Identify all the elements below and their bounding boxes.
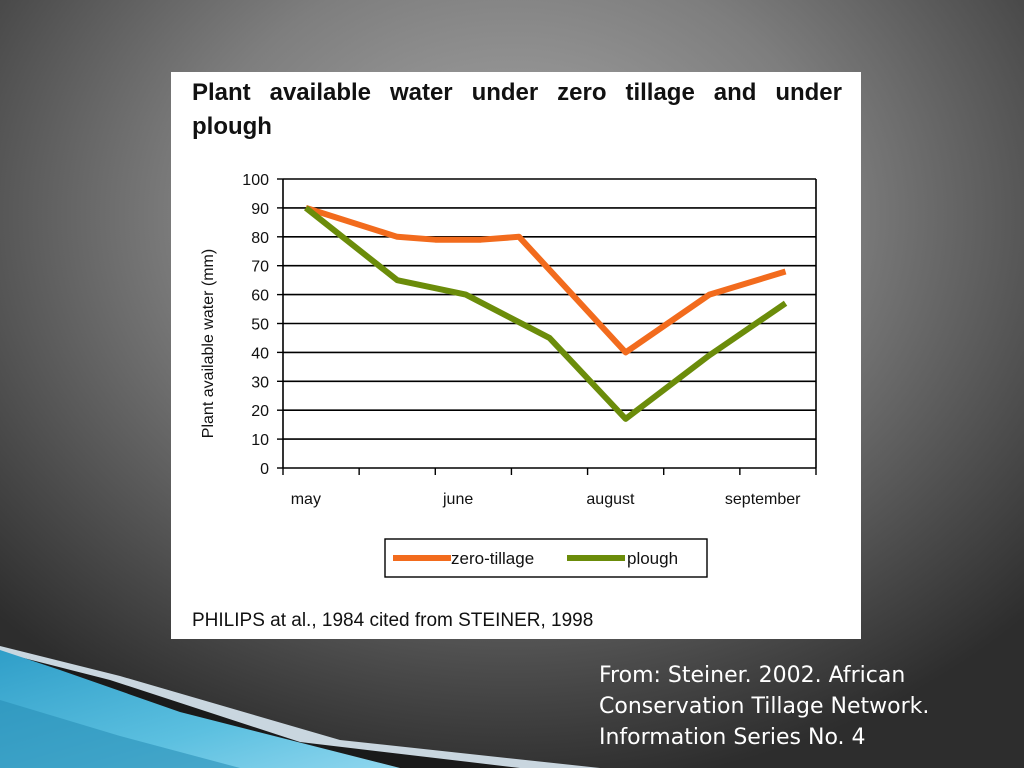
legend-label-plough: plough (627, 549, 678, 568)
y-tick-label: 40 (251, 345, 269, 362)
x-tick-label-september: september (725, 491, 801, 508)
line-chart: 0 10 20 30 40 50 60 70 80 90 100 may june august septe… (200, 172, 817, 578)
source-note-line-2: Conservation Tillage Network. (599, 694, 930, 719)
y-tick-label: 50 (251, 317, 269, 334)
y-tick-label: 80 (251, 230, 269, 247)
source-note: From: Steiner. 2002. African Conservation… (599, 660, 999, 753)
x-tick-label-may: may (291, 491, 321, 508)
y-axis-label: Plant available water (mm) (200, 249, 217, 438)
chart-title: Plant available water under zero tillage… (192, 79, 842, 140)
y-tick-label: 60 (251, 288, 269, 305)
source-note-line-3: Information Series No. 4 (599, 725, 866, 750)
x-tick-label-june: june (442, 491, 473, 508)
x-tick-label-august: august (586, 491, 635, 508)
legend-box (384, 538, 708, 578)
source-note-line-1: From: Steiner. 2002. African (599, 663, 906, 688)
y-tick-label: 10 (251, 432, 269, 449)
y-tick-label: 20 (251, 403, 269, 420)
chart-panel: Plant available water under zero tillage… (171, 72, 861, 639)
chart-citation: PHILIPS at al., 1984 cited from STEINER,… (192, 610, 594, 631)
y-tick-label: 90 (251, 201, 269, 218)
y-tick-label: 70 (251, 259, 269, 276)
y-tick-label: 30 (251, 374, 269, 391)
y-tick-label: 100 (242, 172, 269, 189)
series-line-plough (303, 205, 788, 422)
series-line-zero-tillage (304, 205, 787, 356)
legend-label-zero-tillage: zero-tillage (451, 549, 534, 568)
legend: zero-tillage plough (384, 538, 708, 578)
y-tick-label: 0 (260, 461, 269, 478)
